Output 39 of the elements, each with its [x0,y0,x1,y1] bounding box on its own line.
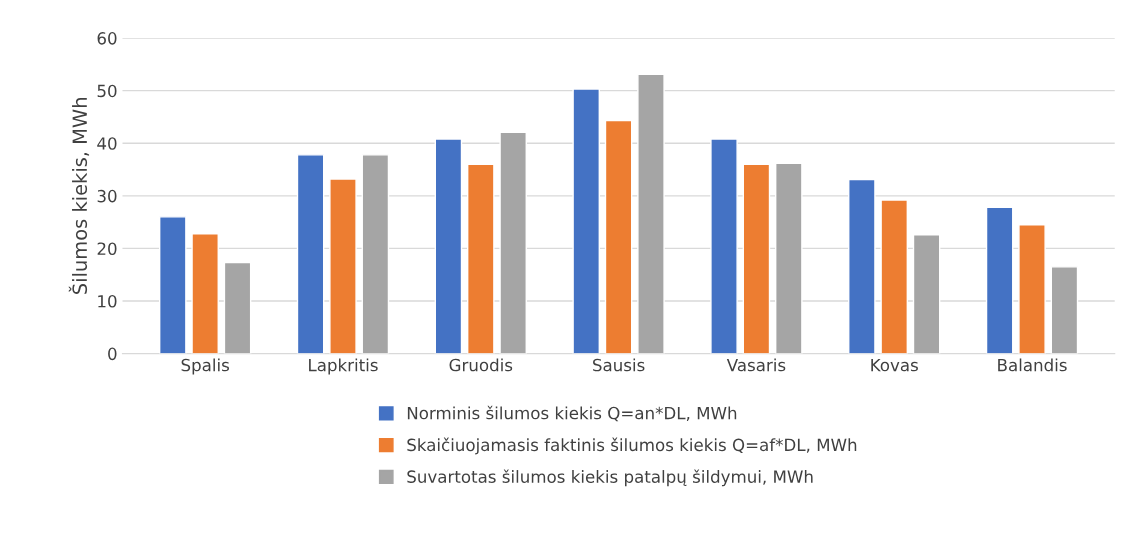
bar [710,138,738,354]
legend-label: Norminis šilumos kiekis Q=an*DL, MWh [407,405,737,422]
bar [434,138,463,354]
bar [848,178,876,354]
y-tick-label: 20 [97,242,117,255]
bar [1050,266,1079,354]
bar [329,178,357,354]
bar [223,261,252,354]
bar [880,199,909,354]
y-tick-label: 60 [97,32,117,45]
bar [604,119,633,354]
y-tick-label: 50 [97,84,117,98]
bar [775,162,803,354]
y-tick-label: 0 [108,347,117,361]
x-tick-label: Gruodis [449,358,513,372]
bar [912,234,941,354]
bar [742,163,771,354]
x-tick-label: Balandis [998,358,1067,372]
bar [1018,224,1046,354]
bar [985,206,1014,354]
y-axis-title: Šilumos kiekis, MWh [68,98,90,294]
bar [499,131,527,354]
x-tick-label: Vasaris [726,358,786,372]
y-tick-label: 10 [98,294,117,308]
bar [637,73,665,354]
legend-label: Skaičiuojamasis faktinis šilumos kiekis Q=af*DL, MWh [407,437,857,455]
bar [296,154,325,354]
bar [361,154,390,354]
x-tick-label: Sausis [593,358,645,372]
legend-label: Suvartotas šilumos kiekis patalpų šildymui, MWh [407,469,813,487]
x-tick-label: Spalis [181,358,229,375]
y-tick-label: 40 [97,137,117,150]
y-tick-label: 30 [97,189,117,203]
bar [158,216,187,354]
bar [191,233,219,354]
x-tick-label: Lapkritis [309,358,378,375]
bar [466,163,495,354]
bar [572,88,600,354]
x-tick-label: Kovas [871,358,918,372]
